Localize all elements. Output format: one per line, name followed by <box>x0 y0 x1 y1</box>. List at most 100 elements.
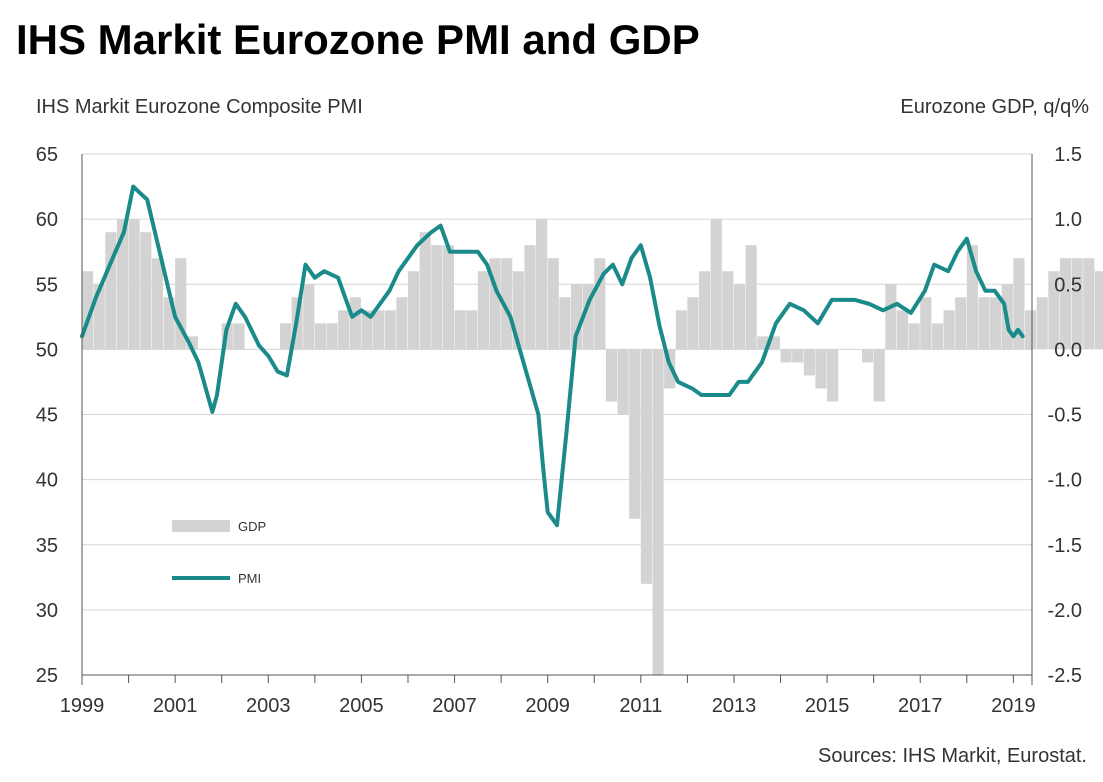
y-left-tick-label: 35 <box>36 535 58 557</box>
gdp-bar <box>780 349 792 363</box>
x-tick-label: 2001 <box>153 695 198 717</box>
left-axis-title: IHS Markit Eurozone Composite PMI <box>36 96 363 118</box>
gdp-bar <box>466 310 478 350</box>
y-left-tick-label: 40 <box>36 470 58 492</box>
source-note: Sources: IHS Markit, Eurostat. <box>818 745 1087 767</box>
gdp-bar <box>431 245 443 350</box>
gdp-bar <box>1036 297 1048 350</box>
gdp-bar <box>1059 258 1072 350</box>
gdp-bar <box>314 323 326 350</box>
gdp-bar <box>617 349 629 415</box>
gdp-bar <box>93 284 105 350</box>
gdp-bar <box>629 349 641 519</box>
gdp-bar <box>873 349 885 402</box>
y-right-tick-label: 0.0 <box>1054 339 1082 361</box>
x-tick-label: 2015 <box>805 695 850 717</box>
gdp-bar <box>396 297 408 350</box>
y-left-tick-label: 55 <box>36 274 58 296</box>
gdp-bar <box>349 297 361 350</box>
gdp-bar <box>419 232 431 350</box>
gdp-bar <box>722 271 734 350</box>
gdp-bar <box>687 297 699 350</box>
gdp-bar <box>990 297 1002 350</box>
gdp-bar <box>82 271 94 350</box>
gdp-bar <box>1071 258 1083 350</box>
gdp-bar <box>792 349 804 363</box>
gdp-bar <box>908 323 920 350</box>
gdp-bar <box>105 232 117 350</box>
gdp-bar <box>233 323 245 350</box>
legend-pmi-label: PMI <box>238 571 261 586</box>
gdp-bar <box>745 245 757 350</box>
gdp-bar <box>501 258 513 350</box>
right-axis-title: Eurozone GDP, q/q% <box>900 96 1089 118</box>
x-tick-label: 2019 <box>991 695 1036 717</box>
gdp-bar <box>163 297 175 350</box>
y-right-tick-label: -2.0 <box>1048 600 1082 622</box>
pmi-line <box>80 184 1025 528</box>
y-left-tick-label: 25 <box>36 665 58 687</box>
x-tick-label: 2007 <box>432 695 477 717</box>
x-tick-label: 2011 <box>619 695 662 717</box>
gdp-bar <box>955 297 967 350</box>
gdp-bar <box>582 284 594 350</box>
pmi-line-group <box>80 184 1025 528</box>
gdp-bar <box>827 349 839 402</box>
chart-title: IHS Markit Eurozone PMI and GDP <box>16 16 700 63</box>
gdp-bar <box>931 323 944 350</box>
y-left-tick-label: 45 <box>36 405 58 427</box>
x-tick-label: 2005 <box>339 695 384 717</box>
gdp-bar <box>407 271 420 350</box>
gdp-bar <box>1094 271 1103 350</box>
gdp-bar <box>920 297 932 350</box>
gdp-bar <box>512 271 524 350</box>
gdp-bar <box>664 349 676 389</box>
gdp-bar <box>454 310 466 350</box>
x-tick-label: 2013 <box>712 695 757 717</box>
gdp-bar <box>536 219 548 350</box>
gdp-bar <box>279 323 292 350</box>
y-left-tick-label: 30 <box>36 600 58 622</box>
y-right-tick-label: -1.0 <box>1048 470 1082 492</box>
gdp-bar <box>815 349 827 389</box>
y-right-tick-label: 1.0 <box>1054 209 1082 231</box>
gdp-bar <box>303 284 315 350</box>
gdp-bars <box>82 219 1103 675</box>
gdp-bar <box>885 284 897 350</box>
gdp-bar <box>966 245 978 350</box>
y-right-tick-label: -2.5 <box>1048 665 1082 687</box>
gdp-bar <box>570 284 583 350</box>
gdp-bar <box>1048 271 1060 350</box>
y-right-tick-label: -1.5 <box>1048 535 1082 557</box>
gdp-bar <box>862 349 874 363</box>
gdp-bar <box>710 219 722 350</box>
x-tick-label: 2009 <box>525 695 570 717</box>
gdp-bar <box>338 310 350 350</box>
gdp-bar <box>768 336 781 350</box>
gdp-bar <box>640 349 652 584</box>
gdp-bar <box>128 219 140 350</box>
gdp-bar <box>442 245 455 350</box>
gdp-bar <box>547 258 559 350</box>
gdp-bar <box>384 310 396 350</box>
gdp-bar <box>757 336 769 350</box>
x-tick-label: 2017 <box>898 695 943 717</box>
y-left-tick-label: 50 <box>36 339 58 361</box>
gdp-bar <box>489 258 501 350</box>
gdp-bar <box>524 245 536 350</box>
y-right-tick-label: 1.5 <box>1054 144 1082 166</box>
gridlines <box>82 153 1032 676</box>
gdp-bar <box>652 349 664 675</box>
gdp-bar <box>943 310 955 350</box>
gdp-bar <box>186 336 198 350</box>
gdp-bar <box>803 349 815 376</box>
gdp-bar <box>896 310 909 350</box>
y-right-tick-label: 0.5 <box>1054 274 1082 296</box>
gdp-bar <box>477 271 489 350</box>
gdp-bar <box>140 232 152 350</box>
x-tick-label: 1999 <box>60 695 105 717</box>
gdp-bar <box>559 297 571 350</box>
y-right-tick-label: -0.5 <box>1048 405 1082 427</box>
gdp-bar <box>594 258 606 350</box>
